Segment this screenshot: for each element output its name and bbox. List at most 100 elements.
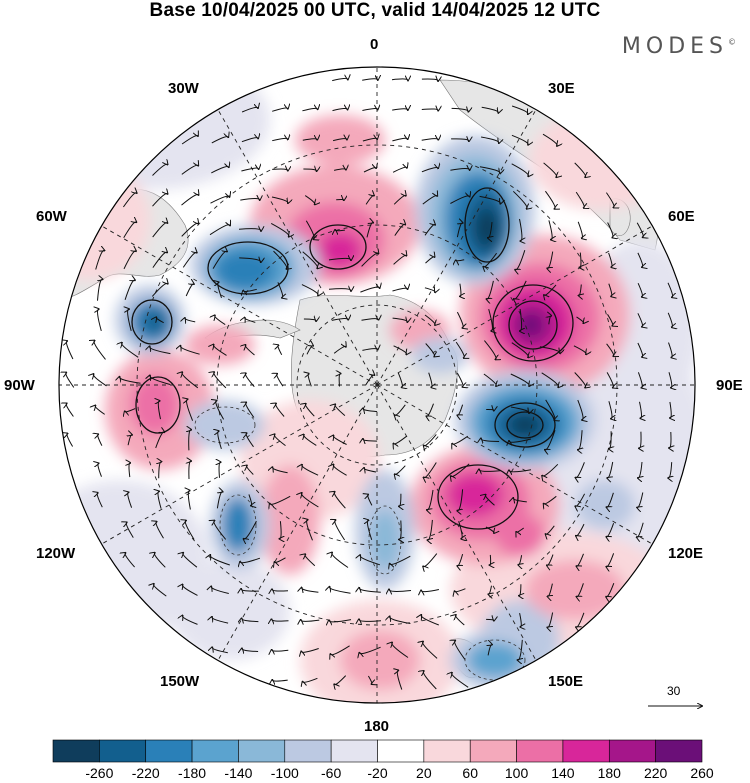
wind-vector <box>122 193 136 208</box>
wind-vector <box>575 493 586 507</box>
wind-vector <box>421 615 439 626</box>
wind-vector <box>271 619 289 621</box>
wind-vector <box>125 408 136 412</box>
wind-vector <box>240 198 259 200</box>
wind-vector <box>548 583 553 597</box>
wind-vector <box>424 462 437 478</box>
wind-vector <box>244 520 257 539</box>
wind-vector <box>423 553 438 567</box>
wind-vector <box>241 107 258 113</box>
wind-vector <box>303 319 316 321</box>
wind-vector <box>607 492 614 507</box>
colorbar-swatch <box>99 739 147 763</box>
wind-vector <box>483 252 498 267</box>
wind-vector <box>451 463 470 477</box>
wind-vector <box>278 345 283 356</box>
wind-vector <box>332 139 347 142</box>
wind-vector <box>509 470 532 472</box>
wind-vector <box>425 257 435 264</box>
wind-vector <box>490 554 491 565</box>
wind-vector <box>247 466 254 475</box>
wind-vector <box>509 438 532 442</box>
wind-vector <box>128 309 132 332</box>
wind-vector <box>488 222 492 238</box>
map-title: Base 10/04/2025 00 UTC, valid 14/04/2025… <box>149 0 601 21</box>
wind-vector <box>606 372 613 387</box>
wind-vector <box>361 319 379 321</box>
lon-label-150w: 150W <box>160 673 200 690</box>
wind-vector <box>574 372 586 388</box>
wind-vector <box>545 399 555 420</box>
wind-vector <box>606 583 615 597</box>
wind-vector <box>211 137 228 144</box>
wind-vector <box>272 589 289 591</box>
wind-vector <box>334 492 346 509</box>
wind-vector <box>456 372 463 387</box>
wind-vector <box>360 555 381 566</box>
wind-vector <box>307 520 313 541</box>
wind-vector <box>301 648 319 653</box>
wind-vector <box>270 495 291 504</box>
wind-vector <box>421 139 439 141</box>
wind-vector <box>128 435 132 446</box>
wind-vector <box>424 225 435 236</box>
wind-vector <box>575 191 584 208</box>
wind-vector <box>183 553 198 568</box>
wind-vector <box>119 377 141 384</box>
wind-vector <box>511 134 528 144</box>
wind-vector <box>577 221 582 238</box>
wind-vector <box>215 315 226 326</box>
wind-vector <box>608 252 612 267</box>
wind-vector <box>276 404 285 417</box>
wind-vector <box>210 555 230 566</box>
wind-vector <box>335 404 346 416</box>
colorbar-tick-label: -220 <box>131 765 160 781</box>
wind-vector <box>391 79 408 80</box>
wind-vector <box>451 108 469 111</box>
wind-vector <box>359 619 382 621</box>
wind-vector <box>248 494 252 505</box>
wind-vector <box>424 314 435 325</box>
wind-vector <box>218 431 222 450</box>
wind-vector <box>97 493 103 508</box>
wind-vector <box>302 465 319 476</box>
wind-vector <box>516 527 524 532</box>
wind-vector <box>98 309 102 332</box>
wind-vector <box>397 372 402 388</box>
wind-vector <box>481 136 499 143</box>
wind-vector <box>667 312 672 327</box>
wind-vector <box>512 190 527 208</box>
colorbar-tick-label: 100 <box>504 765 529 781</box>
wind-vector <box>126 522 134 538</box>
wind-vector <box>158 401 161 420</box>
wind-vector <box>520 308 522 331</box>
lon-label-120w: 120W <box>36 545 76 562</box>
wind-vector <box>519 612 522 627</box>
wind-vector <box>457 553 462 566</box>
wind-vector <box>302 588 319 593</box>
wind-vector <box>515 250 526 270</box>
wind-vector <box>328 258 351 260</box>
wind-vector <box>456 615 465 626</box>
colorbar-swatch <box>145 739 193 763</box>
wind-vector <box>489 585 492 595</box>
wind-vector <box>185 284 194 297</box>
wind-vector <box>451 139 469 141</box>
wind-vector <box>332 108 348 112</box>
wind-vector <box>510 373 530 386</box>
wind-vector <box>152 194 168 207</box>
wind-vector <box>485 526 494 533</box>
wind-vector <box>301 620 320 621</box>
colorbar-swatch <box>423 739 471 763</box>
wind-vector <box>425 343 435 357</box>
colorbar-tick-label: -140 <box>224 765 253 781</box>
wind-vector <box>245 373 255 388</box>
wind-vector <box>277 374 284 387</box>
wind-vector <box>479 166 500 174</box>
wind-vector <box>239 258 261 262</box>
wind-vector <box>637 252 643 267</box>
wind-vector <box>245 318 256 323</box>
wind-vector <box>574 162 586 177</box>
wind-vector <box>188 491 191 510</box>
wind-vector <box>637 313 643 326</box>
